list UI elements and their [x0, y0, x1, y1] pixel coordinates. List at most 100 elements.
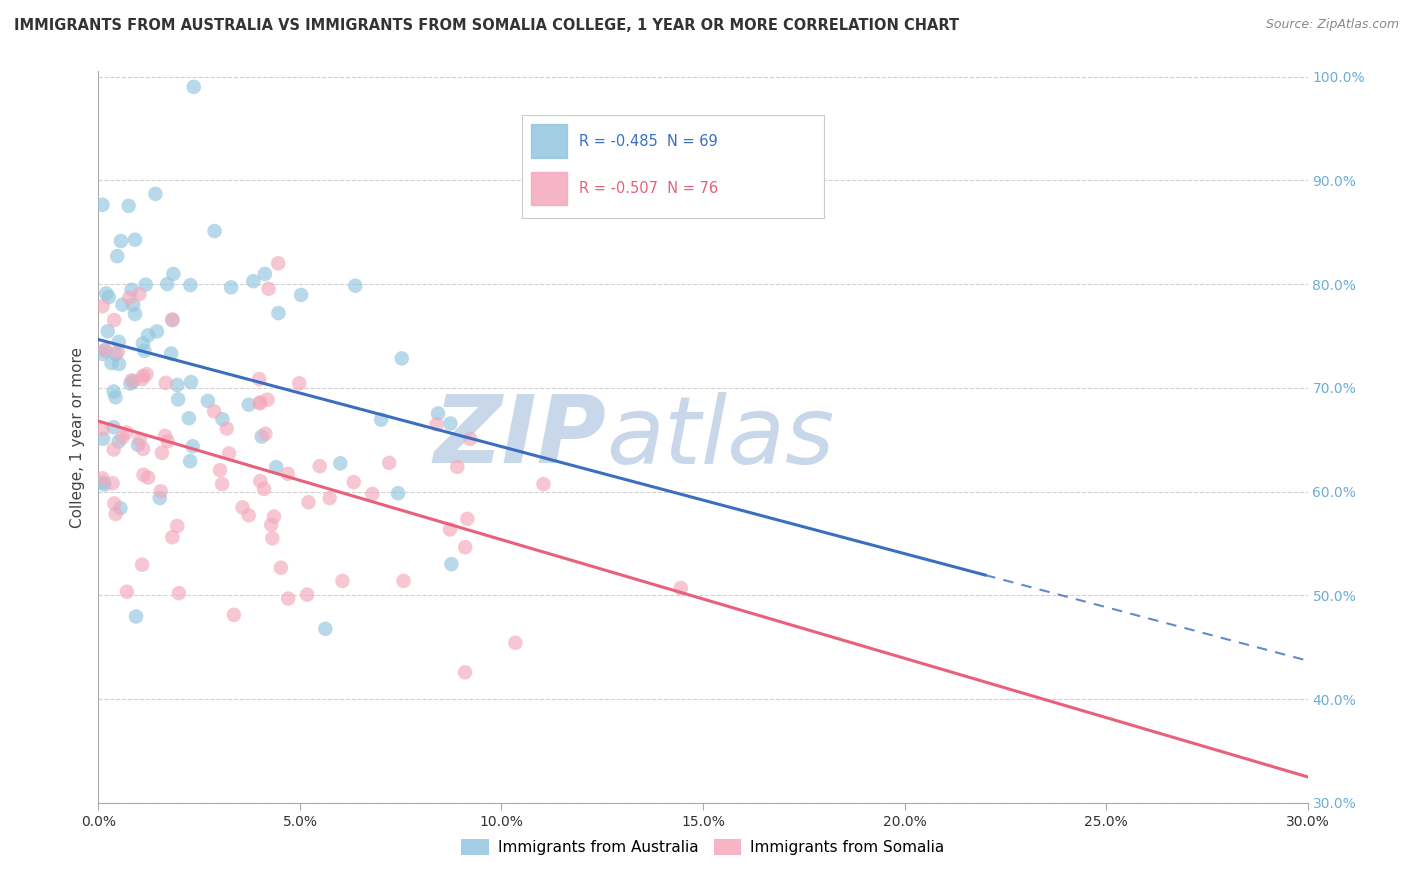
Point [211, 477, 233, 491]
Point [94, 343, 117, 357]
Point [253, 482, 276, 496]
Point [108, 357, 131, 371]
Point [460, 432, 482, 446]
Point [103, 384, 125, 399]
Point [446, 459, 468, 474]
Point [318, 491, 340, 505]
Point [249, 396, 271, 410]
Point [132, 336, 155, 351]
Point [288, 376, 311, 391]
Point [136, 470, 159, 484]
Point [93, 477, 115, 491]
Point [125, 609, 148, 624]
Point [150, 446, 173, 460]
Point [156, 277, 179, 291]
Point [166, 377, 188, 392]
Point [361, 487, 384, 501]
Point [105, 249, 128, 263]
Point [149, 484, 172, 499]
Point [392, 574, 415, 588]
Point [131, 372, 153, 386]
Point [254, 426, 277, 441]
Point [97, 290, 120, 304]
Point [456, 512, 478, 526]
Point [179, 454, 201, 468]
Point [183, 79, 205, 94]
Point [533, 477, 555, 491]
Point [104, 347, 127, 361]
Point [260, 517, 283, 532]
Point [108, 334, 131, 349]
Point [267, 256, 290, 270]
Point [132, 467, 155, 482]
Point [153, 429, 176, 443]
Point [91, 475, 114, 490]
Point [100, 356, 122, 370]
Point [91, 432, 114, 446]
Point [219, 280, 242, 294]
Point [121, 373, 143, 387]
Point [343, 475, 366, 489]
Point [426, 417, 449, 432]
Point [208, 463, 231, 477]
Point [120, 376, 142, 391]
Point [104, 507, 127, 521]
Point [256, 392, 278, 407]
Point [263, 509, 285, 524]
Point [128, 433, 150, 447]
Point [162, 312, 184, 326]
Point [115, 584, 138, 599]
Point [167, 586, 190, 600]
Point [204, 224, 226, 238]
Point [111, 298, 134, 312]
Point [180, 375, 202, 389]
Point [97, 324, 120, 338]
Point [387, 486, 409, 500]
Point [247, 372, 270, 386]
Point [103, 420, 125, 434]
Point [111, 431, 134, 445]
Point [238, 508, 260, 523]
Point [115, 425, 138, 440]
Point [344, 278, 367, 293]
Point [122, 374, 145, 388]
Point [91, 347, 114, 361]
Point [439, 523, 461, 537]
Point [122, 298, 145, 312]
Y-axis label: College, 1 year or more: College, 1 year or more [70, 347, 86, 527]
Point [370, 412, 392, 426]
Point [391, 351, 413, 366]
Point [167, 392, 190, 407]
Point [162, 313, 184, 327]
Point [107, 345, 129, 359]
Point [107, 434, 129, 449]
Point [439, 417, 461, 431]
Point [249, 474, 271, 488]
Point [103, 442, 125, 457]
Point [308, 459, 330, 474]
Point [215, 421, 238, 435]
Point [135, 368, 157, 382]
Point [146, 325, 169, 339]
Point [314, 622, 336, 636]
Point [145, 186, 167, 201]
Point [121, 283, 143, 297]
Point [238, 398, 260, 412]
Point [197, 393, 219, 408]
Point [104, 390, 127, 404]
Point [124, 233, 146, 247]
Point [124, 307, 146, 321]
Point [91, 471, 114, 485]
Point [131, 558, 153, 572]
Point [454, 665, 477, 680]
Point [103, 313, 125, 327]
Point [91, 198, 114, 212]
Point [242, 274, 264, 288]
Point [290, 288, 312, 302]
Point [132, 368, 155, 383]
Point [270, 560, 292, 574]
Point [162, 267, 184, 281]
Text: atlas: atlas [606, 392, 835, 483]
Point [264, 460, 287, 475]
Point [378, 456, 401, 470]
